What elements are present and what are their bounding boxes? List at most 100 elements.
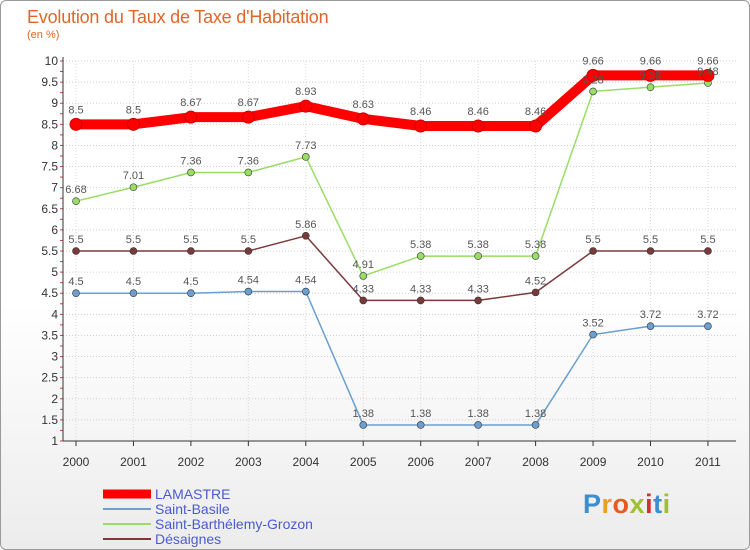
data-label: 3.52	[582, 318, 603, 330]
data-point	[244, 168, 253, 177]
data-point	[184, 110, 198, 124]
data-point	[301, 232, 310, 240]
y-tick-label: 7	[51, 181, 58, 195]
data-label: 5.5	[241, 234, 256, 246]
data-point	[646, 322, 655, 330]
data-label: 4.5	[126, 276, 141, 288]
logo-letter: r	[601, 489, 613, 519]
y-tick-label: 8	[51, 138, 58, 152]
data-label: 5.5	[183, 234, 198, 246]
data-label: 1.38	[353, 408, 374, 420]
series-lines	[69, 68, 715, 429]
data-point	[356, 112, 370, 126]
data-label: 5.5	[585, 234, 600, 246]
chart-title: Evolution du Taux de Taxe d'Habitation	[27, 7, 329, 27]
data-point	[244, 287, 253, 296]
data-point	[474, 296, 482, 305]
data-label: 7.01	[123, 170, 144, 182]
data-label: 4.5	[183, 276, 198, 288]
data-point	[359, 272, 368, 280]
x-tick-label: 2009	[580, 455, 607, 469]
data-label: 1.38	[467, 408, 488, 420]
data-label: 4.33	[467, 283, 488, 295]
data-label: 7.73	[295, 140, 316, 152]
data-label: 8.67	[180, 97, 201, 109]
y-tick-label: 2.5	[41, 371, 58, 385]
data-point	[414, 119, 428, 133]
y-tick-label: 1.5	[41, 413, 58, 427]
data-label: 4.54	[238, 275, 259, 287]
data-point	[187, 289, 195, 298]
data-point	[416, 252, 425, 260]
x-tick-label: 2003	[235, 455, 262, 469]
axes: 1 1.5 2 2.5 3 3.5 4 4.5 5 5.5 6 6.5 7 7.5 8 8.5 9 9.5 10 20…	[41, 54, 736, 469]
data-point	[474, 421, 482, 429]
x-tick-label: 2008	[522, 455, 549, 469]
data-label: 8.46	[410, 106, 431, 118]
data-point	[471, 119, 485, 133]
data-point	[72, 247, 80, 255]
data-label: 5.38	[525, 239, 546, 251]
x-tick-label: 2007	[465, 455, 492, 469]
data-point	[126, 117, 140, 131]
y-tick-label: 4	[51, 307, 58, 321]
data-point	[416, 421, 425, 429]
logo-letter: t	[653, 489, 663, 519]
data-label: 9.28	[582, 74, 603, 86]
y-tick-label: 1	[51, 434, 58, 448]
x-tick-label: 2010	[637, 455, 664, 469]
data-point	[589, 247, 597, 255]
y-tick-label: 9.5	[41, 75, 58, 89]
logo-letter: x	[629, 489, 646, 519]
legend-label: Désaignes	[155, 531, 221, 547]
data-label: 4.91	[353, 259, 374, 271]
data-label: 9.66	[582, 55, 603, 67]
chart-subtitle: (en %)	[27, 29, 60, 41]
y-tick-label: 4.5	[41, 286, 58, 300]
data-label: 3.72	[697, 309, 718, 321]
legend-label: Saint-Barthélemy-Grozon	[155, 516, 313, 532]
data-label: 7.36	[238, 155, 259, 167]
data-label: 5.5	[126, 234, 141, 246]
data-label: 5.86	[295, 219, 316, 231]
y-tick-label: 5	[51, 265, 58, 279]
data-point	[241, 110, 255, 124]
logo-letter: i	[645, 489, 654, 519]
data-label: 3.72	[640, 309, 661, 321]
data-point	[531, 288, 540, 297]
data-label: 8.5	[68, 104, 83, 116]
y-tick-label: 8.5	[41, 117, 58, 131]
data-label: 8.5	[126, 104, 141, 116]
data-point	[589, 87, 597, 96]
data-label: 4.5	[68, 276, 83, 288]
data-label: 7.36	[180, 155, 201, 167]
data-point	[301, 287, 310, 296]
data-point	[474, 252, 482, 260]
y-tick-label: 9	[51, 96, 58, 110]
data-point	[244, 247, 253, 255]
data-label: 9.66	[697, 55, 718, 67]
data-label: 5.5	[643, 234, 658, 246]
data-point	[72, 289, 80, 298]
x-tick-label: 2005	[350, 455, 377, 469]
data-label: 5.5	[68, 234, 83, 246]
data-point	[69, 117, 83, 131]
data-point	[589, 330, 597, 339]
data-point	[129, 289, 138, 298]
data-label: 5.38	[410, 239, 431, 251]
x-tick-label: 2002	[178, 455, 205, 469]
data-label: 8.46	[467, 106, 488, 118]
data-point	[359, 296, 368, 305]
data-label: 1.38	[410, 408, 431, 420]
y-tick-label: 3	[51, 350, 58, 364]
x-tick-label: 2000	[63, 455, 90, 469]
data-point	[644, 68, 657, 82]
data-label: 9.38	[640, 70, 661, 82]
data-point	[531, 421, 540, 429]
data-label: 4.52	[525, 275, 546, 287]
data-point	[72, 197, 80, 205]
series-line-saint-basile	[75, 290, 709, 426]
data-point	[704, 247, 712, 255]
legend-label: Saint-Basile	[155, 501, 230, 517]
